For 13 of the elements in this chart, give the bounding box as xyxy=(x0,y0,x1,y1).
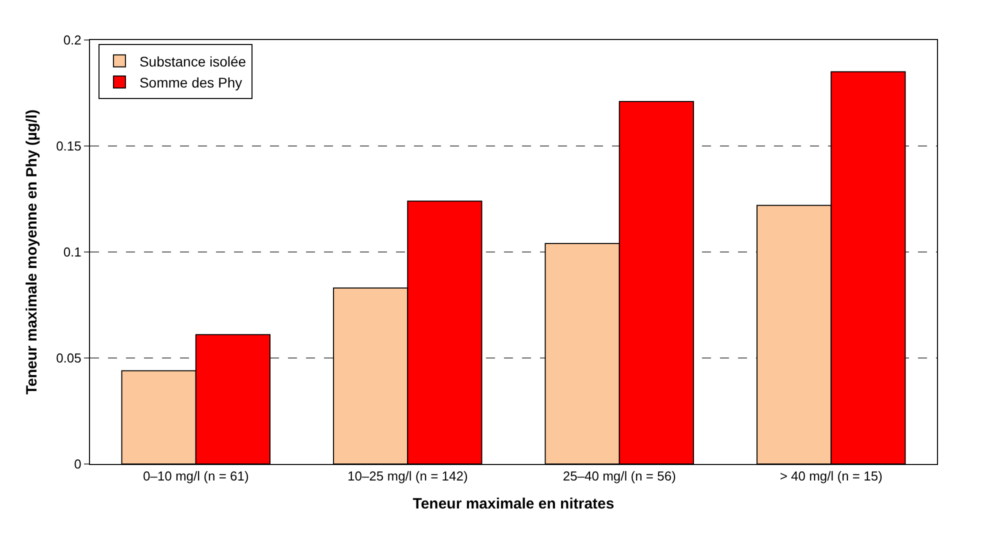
x-tick-label: 0–10 mg/l (n = 61) xyxy=(142,468,249,484)
x-tick-label: 25–40 mg/l (n = 56) xyxy=(562,468,676,484)
legend-label: Somme des Phy xyxy=(139,74,242,90)
y-tick-label: 0 xyxy=(74,456,82,472)
y-tick-label: 0.2 xyxy=(63,32,82,48)
x-axis-title: Teneur maximale en nitrates xyxy=(412,496,614,513)
y-tick-label: 0.1 xyxy=(63,244,82,260)
y-axis-title: Teneur maximale moyenne en Phy (µg/l) xyxy=(23,109,40,395)
x-tick-label: > 40 mg/l (n = 15) xyxy=(780,468,882,484)
x-tick-label: 10–25 mg/l (n = 142) xyxy=(347,468,468,484)
y-tick-label: 0.15 xyxy=(56,138,82,154)
y-tick-label: 0.05 xyxy=(56,350,82,366)
legend-label: Substance isolée xyxy=(139,53,246,70)
